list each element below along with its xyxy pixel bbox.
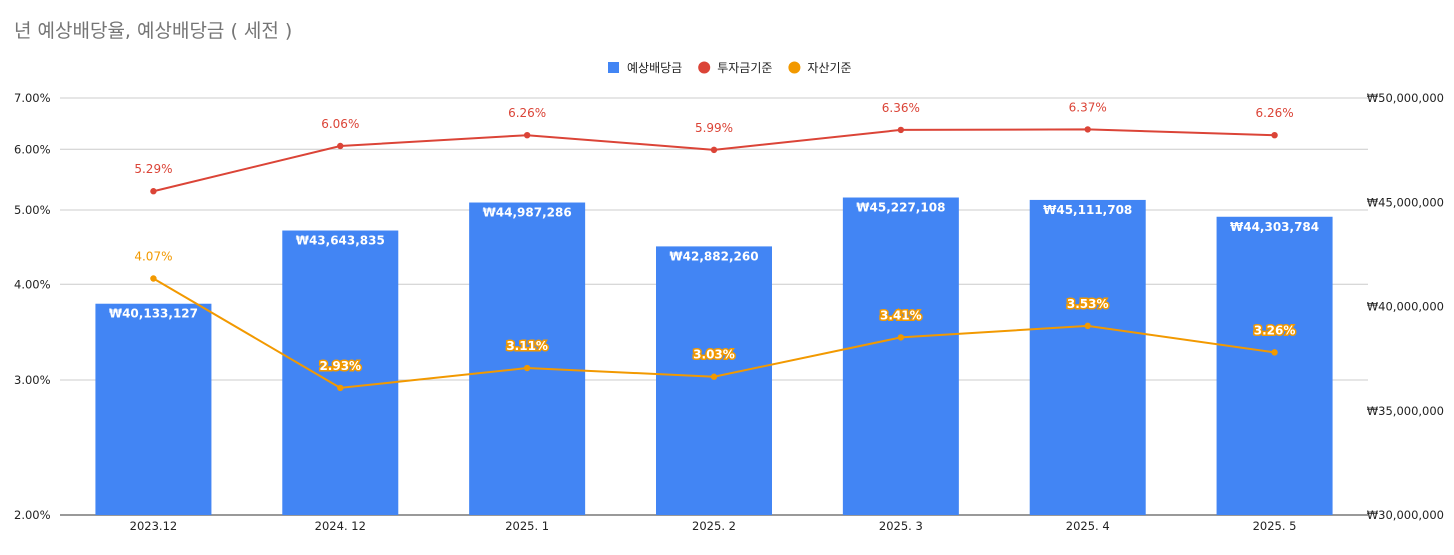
point-data-label: 2.93% bbox=[319, 359, 361, 373]
point-data-label: 3.11% bbox=[506, 339, 548, 353]
bar-data-label: ₩40,133,127 bbox=[109, 307, 198, 321]
right-tick-label: ₩45,000,000 bbox=[1367, 195, 1444, 209]
bar-data-label: ₩44,303,784 bbox=[1230, 220, 1319, 234]
point-data-label: 6.26% bbox=[1256, 106, 1294, 120]
data-point bbox=[523, 364, 531, 372]
x-tick-label: 2023.12 bbox=[130, 519, 178, 533]
data-point bbox=[897, 126, 905, 134]
right-tick-label: ₩40,000,000 bbox=[1367, 300, 1444, 314]
left-tick-label: 5.00% bbox=[14, 203, 51, 217]
bar bbox=[95, 303, 212, 515]
x-tick-label: 2025. 2 bbox=[692, 519, 736, 533]
x-axis: 2023.12 2024. 12 2025. 1 2025. 2 2025. 3 2025… bbox=[130, 519, 1297, 533]
right-tick-label: ₩35,000,000 bbox=[1367, 404, 1444, 418]
data-point bbox=[337, 384, 344, 392]
x-tick-label: 2025. 1 bbox=[505, 519, 549, 533]
bar bbox=[1029, 199, 1146, 515]
x-tick-label: 2025. 3 bbox=[879, 519, 923, 533]
point-data-label: 4.07% bbox=[134, 250, 172, 264]
bar-data-label: ₩45,111,708 bbox=[1043, 203, 1132, 217]
data-point bbox=[150, 275, 157, 282]
legend-swatch bbox=[698, 61, 711, 74]
series-line bbox=[153, 128, 1275, 193]
data-point bbox=[150, 188, 157, 195]
data-point bbox=[710, 373, 718, 380]
legend-entry: 자산기준 bbox=[807, 61, 851, 75]
point-data-label: 6.26% bbox=[508, 106, 546, 120]
bar-data-label: ₩42,882,260 bbox=[669, 249, 758, 263]
right-tick-label: ₩30,000,000 bbox=[1367, 508, 1444, 522]
bar bbox=[842, 197, 959, 515]
x-tick-label: 2025. 5 bbox=[1253, 519, 1297, 533]
data-point bbox=[1271, 131, 1278, 139]
data-point bbox=[1084, 126, 1091, 133]
legend: 예상배당금 투자금기준 자산기준 bbox=[608, 61, 852, 75]
bar-data-label: ₩43,643,835 bbox=[296, 234, 385, 248]
point-data-label: 6.06% bbox=[321, 117, 359, 131]
line-series: 5.29% 6.06% 6.26% 5.99% 6.36% 6.37% 6.26% 4.07%… bbox=[134, 100, 1297, 392]
bar-series: ₩40,133,127 ₩43,643,835 ₩44,987,286 ₩42,882… bbox=[95, 197, 1333, 516]
bar-data-label: ₩45,227,108 bbox=[856, 201, 945, 215]
legend-swatch bbox=[608, 62, 619, 73]
point-data-label: 6.36% bbox=[882, 101, 920, 115]
left-tick-label: 7.00% bbox=[14, 91, 51, 105]
bar bbox=[656, 246, 772, 515]
point-data-label: 3.03% bbox=[693, 348, 735, 362]
data-point bbox=[1271, 349, 1278, 356]
point-data-label: 6.37% bbox=[1069, 100, 1107, 114]
legend-entry: 투자금기준 bbox=[717, 61, 772, 75]
point-data-label: 3.53% bbox=[1067, 297, 1109, 311]
point-data-label: 5.29% bbox=[134, 162, 172, 176]
data-point bbox=[523, 131, 531, 139]
bar-data-label: ₩44,987,286 bbox=[483, 206, 572, 220]
legend-swatch bbox=[788, 61, 801, 74]
point-data-label: 3.26% bbox=[1254, 323, 1296, 337]
bar bbox=[1216, 216, 1333, 515]
chart-title: 년 예상배당율, 예상배당금 ( 세전 ) bbox=[14, 20, 292, 42]
right-axis: ₩50,000,000 ₩45,000,000 ₩40,000,000 ₩35,000… bbox=[1367, 91, 1444, 522]
left-axis: 7.00% 6.00% 5.00% 4.00% 3.00% 2.00% bbox=[14, 91, 51, 522]
bar bbox=[282, 230, 399, 515]
data-point bbox=[710, 146, 718, 154]
legend-entry: 예상배당금 bbox=[627, 61, 682, 75]
right-tick-label: ₩50,000,000 bbox=[1367, 91, 1444, 105]
data-point bbox=[1084, 322, 1091, 330]
data-point bbox=[897, 334, 905, 341]
x-tick-label: 2024. 12 bbox=[315, 519, 366, 533]
point-data-label: 3.41% bbox=[880, 308, 922, 322]
left-tick-label: 6.00% bbox=[14, 142, 51, 156]
left-tick-label: 3.00% bbox=[14, 373, 51, 387]
data-point bbox=[337, 142, 344, 150]
x-tick-label: 2025. 4 bbox=[1066, 519, 1110, 533]
bar bbox=[469, 202, 586, 516]
point-data-label: 5.99% bbox=[695, 121, 733, 135]
left-tick-label: 2.00% bbox=[14, 508, 51, 522]
left-tick-label: 4.00% bbox=[14, 277, 51, 291]
